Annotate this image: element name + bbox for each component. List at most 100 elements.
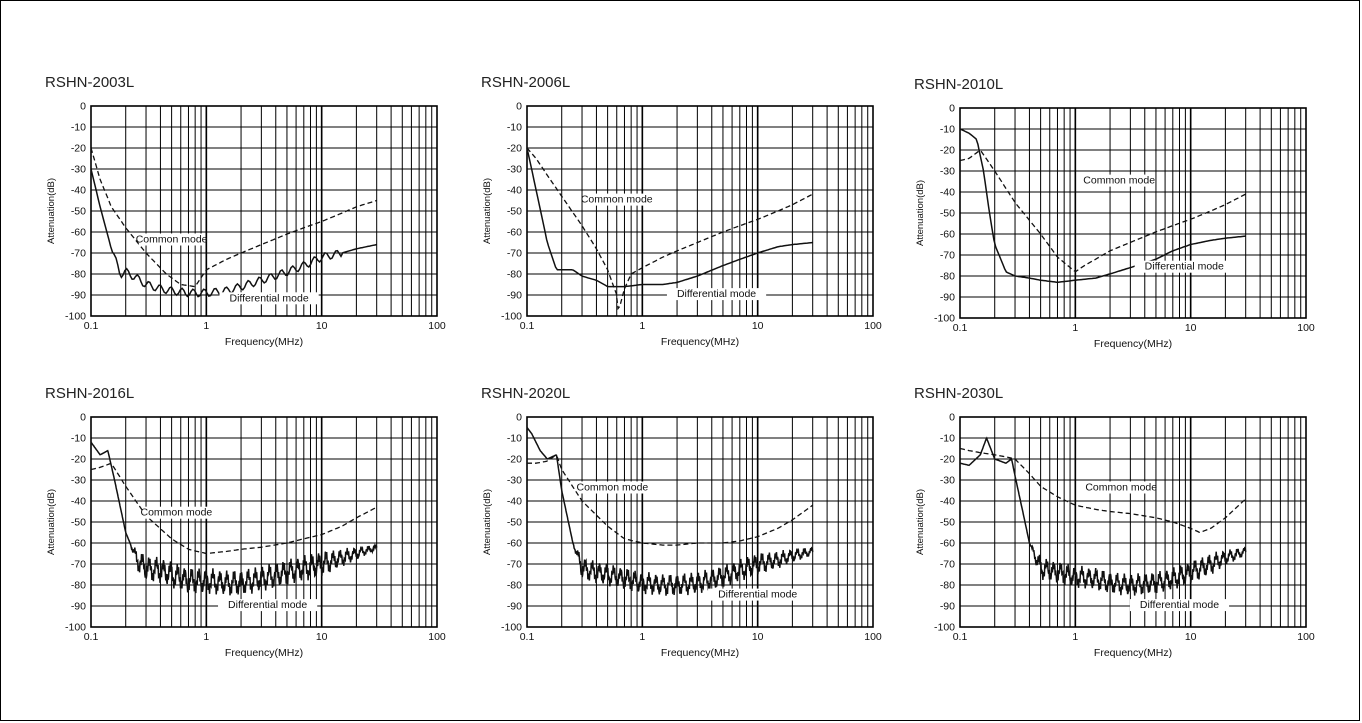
annotation-bg bbox=[1088, 481, 1155, 494]
y-tick-label: -80 bbox=[940, 580, 955, 592]
x-tick-label: 1 bbox=[203, 320, 209, 332]
y-tick-label: -10 bbox=[507, 433, 522, 445]
series-annotation: Common mode bbox=[140, 507, 212, 519]
x-tick-label: 0.1 bbox=[953, 322, 968, 334]
annotation-bg bbox=[708, 588, 808, 601]
x-axis-label: Frequency(MHz) bbox=[225, 647, 303, 659]
annotation-bg bbox=[579, 481, 646, 494]
x-tick-label: 100 bbox=[428, 631, 446, 643]
x-tick-label: 10 bbox=[1185, 631, 1197, 643]
x-axis-label: Frequency(MHz) bbox=[225, 336, 303, 348]
series-annotation: Differential mode bbox=[718, 589, 797, 601]
chart-title: RSHN-2010L bbox=[914, 76, 1004, 93]
annotation-bg bbox=[1134, 260, 1234, 273]
y-tick-label: -80 bbox=[71, 269, 86, 281]
annotation-bg bbox=[666, 288, 767, 301]
x-axis-label: Frequency(MHz) bbox=[661, 647, 739, 659]
x-axis-label: Frequency(MHz) bbox=[1094, 647, 1172, 659]
x-tick-label: 0.1 bbox=[520, 631, 535, 643]
x-tick-label: 1 bbox=[639, 320, 645, 332]
y-tick-label: -50 bbox=[940, 208, 955, 220]
series-annotation: Differential mode bbox=[1140, 599, 1219, 611]
y-tick-label: -20 bbox=[507, 454, 522, 466]
y-tick-label: -100 bbox=[501, 622, 522, 634]
y-tick-label: 0 bbox=[949, 103, 955, 115]
y-tick-label: -10 bbox=[940, 124, 955, 136]
y-tick-label: -100 bbox=[934, 622, 955, 634]
y-axis-label: Attenuation(dB) bbox=[46, 489, 57, 555]
annotation-bg bbox=[218, 599, 318, 612]
series-annotation: Common mode bbox=[576, 482, 648, 494]
y-tick-label: -50 bbox=[507, 206, 522, 218]
y-tick-label: -60 bbox=[507, 227, 522, 239]
common-mode-line bbox=[959, 149, 1246, 272]
common-mode-line bbox=[527, 454, 814, 546]
y-tick-label: -50 bbox=[71, 517, 86, 529]
y-tick-label: 0 bbox=[80, 412, 86, 424]
y-tick-label: -90 bbox=[507, 601, 522, 613]
x-tick-label: 1 bbox=[1072, 631, 1078, 643]
annotation-bg bbox=[1129, 599, 1230, 612]
y-tick-label: -60 bbox=[940, 538, 955, 550]
series-annotation: Common mode bbox=[1083, 175, 1155, 187]
y-tick-label: -90 bbox=[71, 290, 86, 302]
y-tick-label: -70 bbox=[507, 559, 522, 571]
y-tick-label: -30 bbox=[71, 475, 86, 487]
x-tick-label: 10 bbox=[1185, 322, 1197, 334]
annotation-bg bbox=[143, 506, 210, 519]
annotation-bg bbox=[583, 193, 650, 206]
y-tick-label: -90 bbox=[71, 601, 86, 613]
y-axis-label: Attenuation(dB) bbox=[915, 180, 926, 246]
y-tick-label: 0 bbox=[949, 412, 955, 424]
y-tick-label: -30 bbox=[940, 166, 955, 178]
x-tick-label: 100 bbox=[864, 631, 882, 643]
y-tick-label: -100 bbox=[65, 311, 86, 323]
series-annotation: Common mode bbox=[136, 234, 208, 246]
y-tick-label: -20 bbox=[71, 454, 86, 466]
annotation-bg bbox=[138, 233, 205, 246]
x-tick-label: 10 bbox=[316, 631, 328, 643]
y-tick-label: -60 bbox=[71, 538, 86, 550]
common-mode-line bbox=[526, 147, 813, 311]
y-tick-label: 0 bbox=[80, 101, 86, 113]
y-tick-label: -50 bbox=[507, 517, 522, 529]
y-tick-label: -60 bbox=[507, 538, 522, 550]
chart-title: RSHN-2030L bbox=[914, 385, 1004, 402]
chart-title: RSHN-2020L bbox=[481, 385, 571, 402]
x-tick-label: 10 bbox=[752, 631, 764, 643]
differential-mode-line bbox=[90, 441, 378, 596]
y-tick-label: -70 bbox=[940, 559, 955, 571]
y-tick-label: -10 bbox=[71, 433, 86, 445]
y-tick-label: -100 bbox=[501, 311, 522, 323]
y-tick-label: -80 bbox=[507, 269, 522, 281]
x-tick-label: 100 bbox=[1297, 322, 1315, 334]
y-tick-label: -20 bbox=[507, 143, 522, 155]
y-tick-label: -100 bbox=[65, 622, 86, 634]
x-tick-label: 100 bbox=[864, 320, 882, 332]
x-axis-label: Frequency(MHz) bbox=[1094, 338, 1172, 350]
y-tick-label: 0 bbox=[516, 101, 522, 113]
y-tick-label: -50 bbox=[940, 517, 955, 529]
y-tick-label: -90 bbox=[507, 290, 522, 302]
y-tick-label: -60 bbox=[71, 227, 86, 239]
y-axis-label: Attenuation(dB) bbox=[482, 489, 493, 555]
y-tick-label: -70 bbox=[507, 248, 522, 260]
y-axis-label: Attenuation(dB) bbox=[482, 178, 493, 244]
y-tick-label: -20 bbox=[940, 454, 955, 466]
y-axis-label: Attenuation(dB) bbox=[46, 178, 57, 244]
y-tick-label: -40 bbox=[507, 496, 522, 508]
series-annotation: Differential mode bbox=[229, 292, 308, 304]
y-axis-label: Attenuation(dB) bbox=[915, 489, 926, 555]
y-tick-label: -80 bbox=[940, 271, 955, 283]
series-annotation: Differential mode bbox=[228, 599, 307, 611]
x-tick-label: 0.1 bbox=[953, 631, 968, 643]
y-tick-label: -90 bbox=[940, 601, 955, 613]
chart-title: RSHN-2016L bbox=[45, 385, 135, 402]
y-tick-label: -70 bbox=[940, 250, 955, 262]
y-tick-label: -40 bbox=[940, 496, 955, 508]
annotation-bg bbox=[219, 292, 319, 305]
differential-mode-line bbox=[526, 147, 813, 288]
series-annotation: Differential mode bbox=[677, 288, 756, 300]
